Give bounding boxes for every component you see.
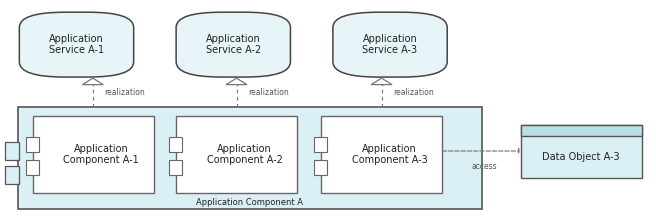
Bar: [5, 142, 19, 160]
FancyBboxPatch shape: [176, 12, 291, 77]
Bar: [176, 116, 297, 193]
Bar: [521, 125, 642, 136]
Text: Application
Component A-1: Application Component A-1: [63, 144, 139, 165]
Bar: [33, 116, 154, 193]
Text: Application
Component A-2: Application Component A-2: [207, 144, 283, 165]
Text: realization: realization: [249, 88, 289, 97]
FancyBboxPatch shape: [333, 12, 447, 77]
Text: access: access: [471, 162, 497, 171]
Text: Data Object A-3: Data Object A-3: [543, 152, 620, 162]
Polygon shape: [83, 78, 103, 85]
Text: Application
Service A-2: Application Service A-2: [206, 34, 261, 55]
Bar: [5, 166, 19, 184]
Bar: [321, 116, 442, 193]
Bar: [314, 137, 327, 152]
Text: Application
Service A-3: Application Service A-3: [363, 34, 418, 55]
Text: Application
Service A-1: Application Service A-1: [49, 34, 104, 55]
Bar: [26, 160, 39, 175]
Text: Application
Component A-3: Application Component A-3: [352, 144, 428, 165]
Bar: [169, 137, 182, 152]
Bar: [18, 107, 482, 209]
FancyBboxPatch shape: [20, 12, 134, 77]
Polygon shape: [371, 78, 392, 85]
Text: Application Component A: Application Component A: [196, 198, 303, 207]
Polygon shape: [226, 78, 247, 85]
Bar: [169, 160, 182, 175]
Text: realization: realization: [394, 88, 434, 97]
Bar: [314, 160, 327, 175]
Bar: [26, 137, 39, 152]
Bar: [521, 125, 642, 178]
Text: realization: realization: [104, 88, 146, 97]
